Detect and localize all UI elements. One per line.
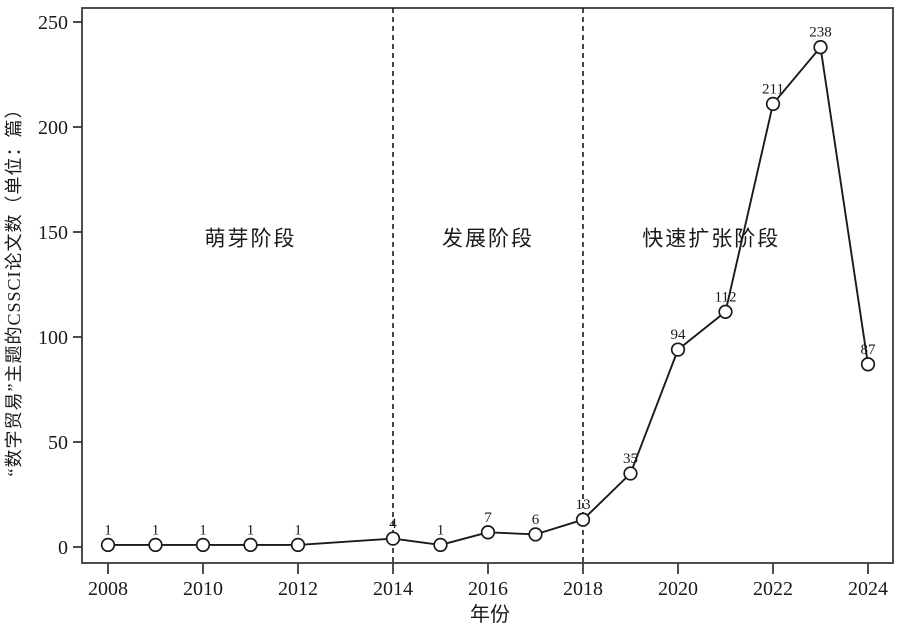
data-point-marker bbox=[433, 537, 448, 553]
axis-ticks: 0 50 100 150 200 250 2008 2010 2012 2014 2016 2018 2… bbox=[38, 12, 888, 600]
data-point-label: 238 bbox=[809, 25, 832, 41]
data-point-marker bbox=[290, 537, 306, 553]
data-point-label: 1 bbox=[437, 522, 445, 538]
data-point-marker bbox=[765, 96, 781, 112]
phase-annotations: 萌芽阶段 发展阶段 快速扩张阶段 bbox=[205, 226, 780, 250]
data-point-label: 211 bbox=[762, 81, 784, 97]
data-point-marker bbox=[813, 40, 828, 55]
x-tick-label: 2022 bbox=[753, 578, 793, 600]
y-tick-label: 0 bbox=[58, 537, 68, 559]
data-point-label: 1 bbox=[247, 522, 255, 538]
data-point-label: 13 bbox=[576, 497, 591, 513]
data-point-marker bbox=[575, 512, 591, 527]
data-point-label: 1 bbox=[104, 522, 112, 538]
y-tick-label: 250 bbox=[38, 12, 68, 34]
data-point-marker bbox=[670, 342, 686, 357]
x-tick-label: 2018 bbox=[563, 578, 603, 600]
y-tick-label: 100 bbox=[38, 327, 68, 349]
data-point-marker bbox=[528, 527, 543, 542]
x-tick-label: 2016 bbox=[468, 578, 508, 600]
data-point-label: 7 bbox=[484, 510, 492, 526]
data-point-marker bbox=[385, 531, 401, 546]
series-line bbox=[108, 46, 869, 546]
phase-label: 发展阶段 bbox=[442, 226, 534, 250]
data-point-label: 1 bbox=[294, 522, 302, 538]
y-tick-label: 150 bbox=[38, 222, 68, 244]
phase-label: 快速扩张阶段 bbox=[642, 226, 780, 250]
data-point-label: 87 bbox=[861, 342, 877, 358]
data-point-label: 1 bbox=[199, 522, 207, 538]
data-point-label: 35 bbox=[623, 451, 638, 467]
x-tick-label: 2024 bbox=[848, 578, 888, 600]
data-point-label: 4 bbox=[389, 516, 397, 532]
y-tick-label: 200 bbox=[38, 117, 68, 139]
phase-dividers bbox=[392, 8, 584, 563]
y-tick-label: 50 bbox=[48, 432, 68, 454]
data-point-marker bbox=[623, 466, 638, 481]
data-series: 1 1 1 1 1 4 1 7 6 13 35 94 112 211 238 87 bbox=[100, 25, 877, 553]
data-point-marker bbox=[100, 537, 116, 553]
y-axis-title: “数字贸易”主题的CSSCI论文数（单位：篇） bbox=[4, 99, 24, 476]
plot-area bbox=[81, 7, 894, 564]
data-point-marker bbox=[243, 537, 258, 553]
data-point-marker bbox=[480, 525, 496, 540]
data-point-marker bbox=[718, 304, 733, 319]
x-axis-title: 年份 bbox=[470, 603, 510, 626]
data-point-label: 94 bbox=[671, 327, 687, 343]
data-point-marker bbox=[148, 537, 163, 553]
data-point-label: 112 bbox=[715, 289, 737, 305]
phase-label: 萌芽阶段 bbox=[205, 226, 297, 250]
x-tick-label: 2014 bbox=[373, 578, 413, 600]
data-point-label: 6 bbox=[532, 512, 540, 528]
x-tick-label: 2020 bbox=[658, 578, 698, 600]
x-tick-label: 2012 bbox=[278, 578, 318, 600]
data-point-label: 1 bbox=[152, 522, 160, 538]
data-point-marker bbox=[195, 537, 211, 553]
x-tick-label: 2008 bbox=[88, 578, 128, 600]
x-tick-label: 2010 bbox=[183, 578, 223, 600]
data-point-marker bbox=[860, 357, 876, 372]
